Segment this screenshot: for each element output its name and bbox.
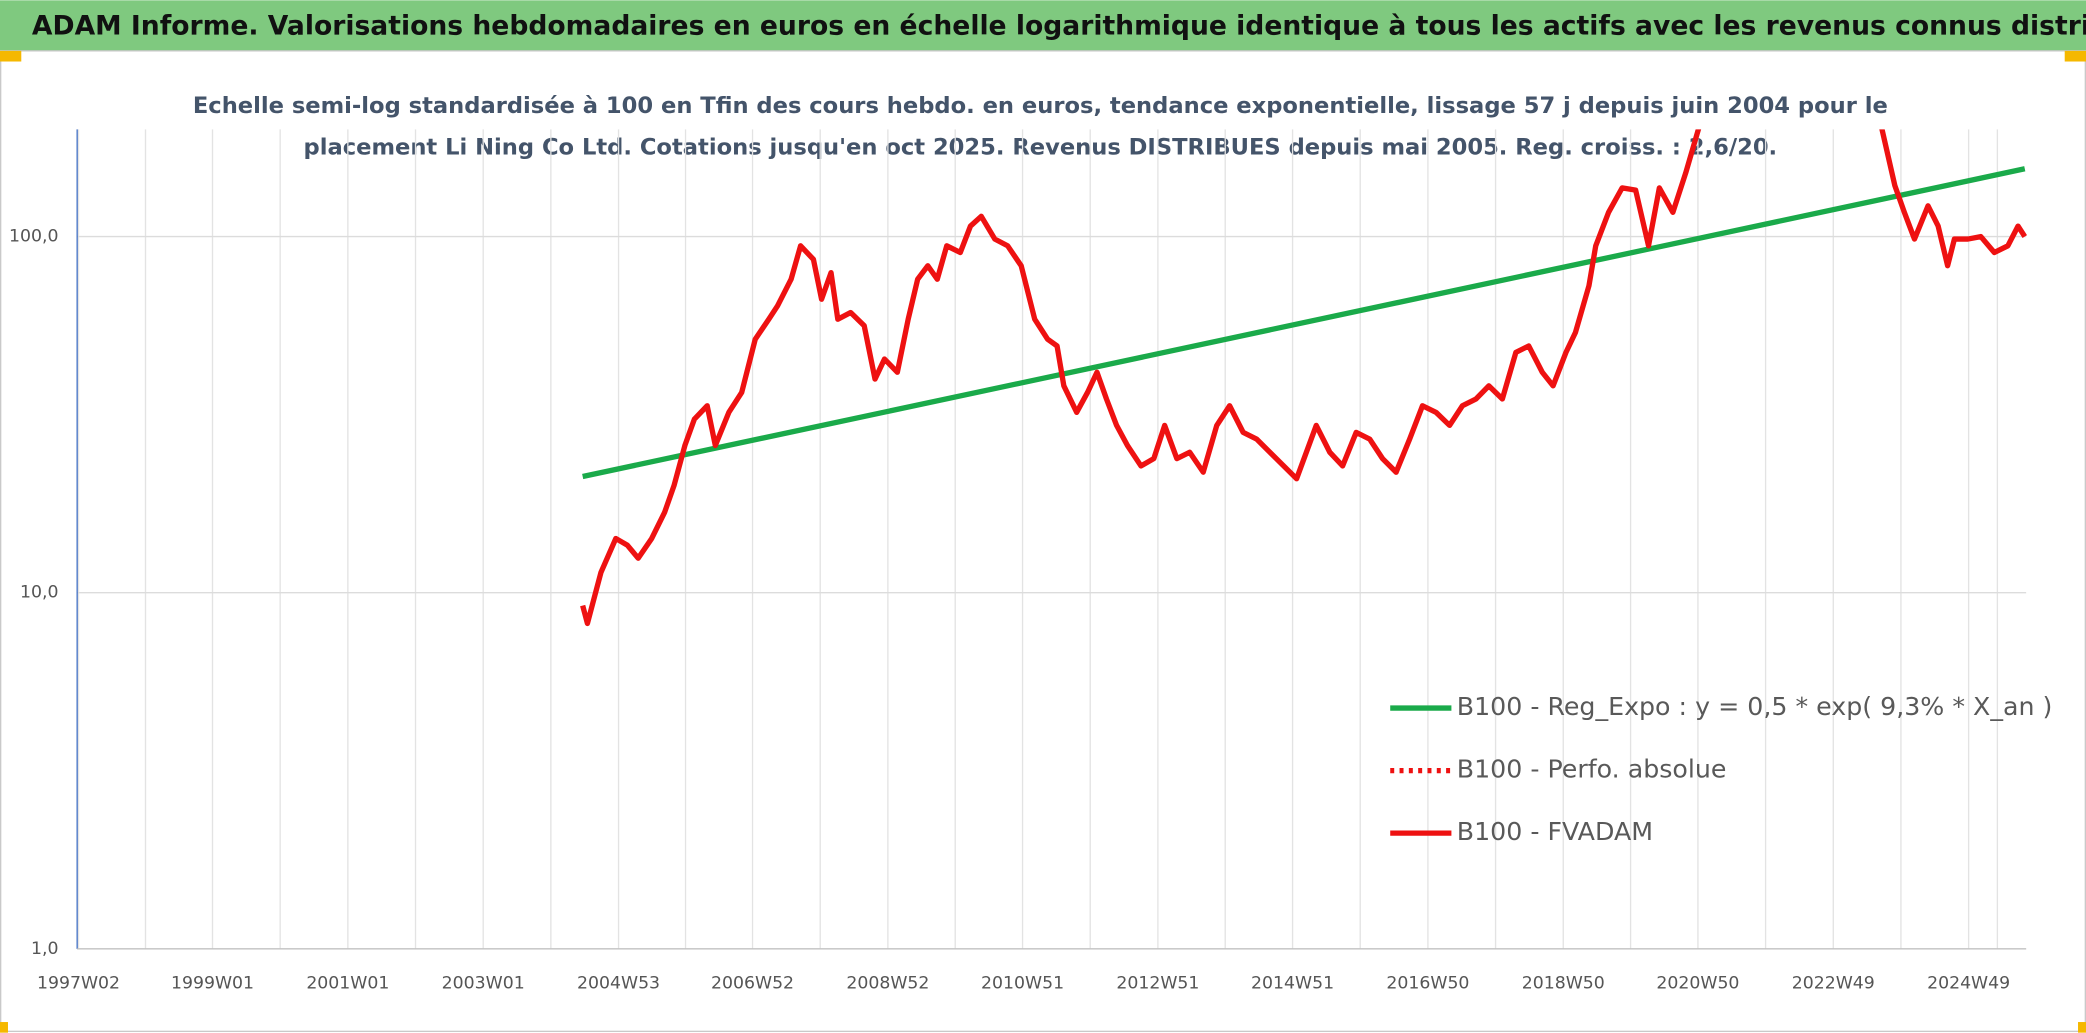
corner <box>0 50 22 62</box>
chart-subtitle: placement Li Ning Co Ltd. Cotations jusq… <box>304 134 1778 160</box>
x-tick-label: 2001W01 <box>306 973 389 993</box>
x-tick-label: 2020W50 <box>1656 973 1739 993</box>
plot-area <box>580 129 2028 627</box>
x-tick-label: 1999W01 <box>171 973 254 993</box>
x-tick-label: 2004W53 <box>577 973 660 993</box>
legend-label: B100 - FVADAM <box>1457 817 1653 846</box>
x-tick-label: 2006W52 <box>711 973 794 993</box>
corner <box>2064 50 2086 62</box>
x-tick-label: 2018W50 <box>1522 973 1605 993</box>
page-title: ADAM Informe. Valorisations hebdomadaire… <box>32 10 2086 41</box>
x-tick-label: 2012W51 <box>1116 973 1199 993</box>
x-tick-label: 2010W51 <box>981 973 1064 993</box>
legend-label: B100 - Perfo. absolue <box>1457 755 1727 784</box>
y-tick-label: 100,0 <box>9 227 58 247</box>
corner <box>0 1022 8 1033</box>
frame <box>0 50 2086 1033</box>
series-line <box>582 166 2026 480</box>
x-tick-label: 2003W01 <box>442 973 525 993</box>
legend-label: B100 - Reg_Expo : y = 0,5 * exp( 9,3% * … <box>1457 692 2053 721</box>
x-tick-label: 2016W50 <box>1386 973 1469 993</box>
series-line <box>580 129 2028 627</box>
x-tick-label: 2024W49 <box>1927 973 2010 993</box>
x-tick-label: 1997W02 <box>37 973 120 993</box>
y-tick-label: 10,0 <box>20 583 58 603</box>
x-tick-label: 2014W51 <box>1251 973 1334 993</box>
header-band <box>0 0 2086 51</box>
corner <box>2078 1022 2086 1033</box>
y-tick-label: 1,0 <box>31 939 58 959</box>
x-tick-label: 2008W52 <box>846 973 929 993</box>
chart-subtitle: Echelle semi-log standardisée à 100 en T… <box>193 93 1888 119</box>
x-tick-label: 2022W49 <box>1792 973 1875 993</box>
